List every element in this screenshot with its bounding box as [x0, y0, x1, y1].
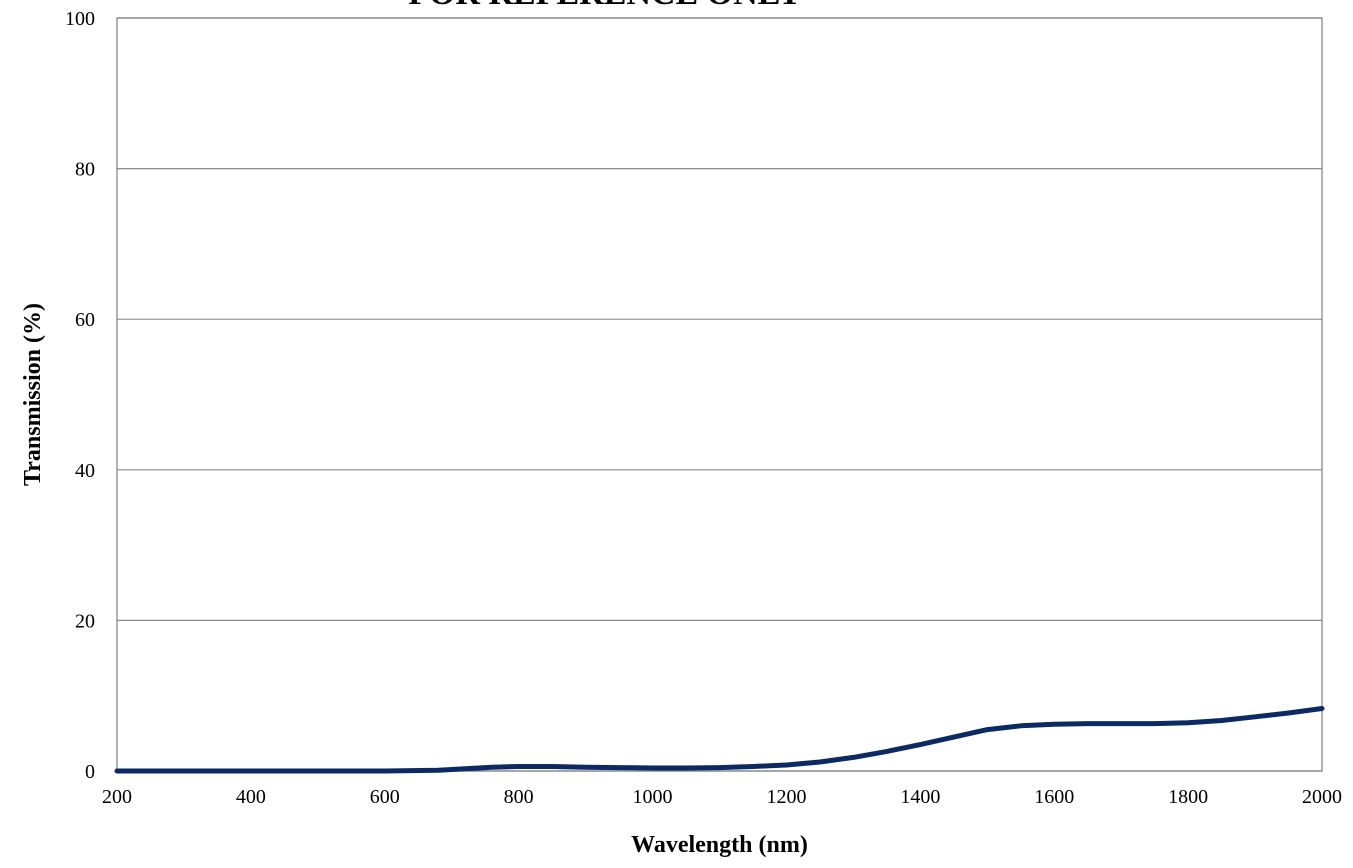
plot-area-frame [116, 17, 1323, 772]
x-tick-label: 1400 [900, 786, 940, 808]
x-axis-title: Wavelength (nm) [631, 832, 808, 858]
y-tick-label: 80 [75, 159, 95, 181]
x-tick-label: 600 [370, 786, 400, 808]
y-tick-label: 0 [85, 761, 95, 783]
x-tick-label: 400 [236, 786, 266, 808]
y-tick-label: 40 [75, 460, 95, 482]
tick-labels: 0 20 40 60 80 100 200 400 600 800 1000 1200 1400 1600… [65, 8, 1342, 808]
x-tick-label: 1600 [1034, 786, 1074, 808]
x-tick-label: 200 [102, 786, 132, 808]
series-line-1 [114, 706, 1325, 774]
series-layer [114, 706, 1325, 774]
x-tick-label: 1200 [766, 786, 806, 808]
y-axis-title: Transmission (%) [20, 303, 46, 486]
y-tick-label: 20 [75, 610, 95, 632]
x-tick-label: 1800 [1168, 786, 1208, 808]
x-tick-label: 800 [504, 786, 534, 808]
y-tick-label: 60 [75, 309, 95, 331]
y-tick-label: 100 [65, 8, 95, 30]
x-tick-label: 2000 [1302, 786, 1342, 808]
x-tick-label: 1000 [633, 786, 673, 808]
chart-title: FOR REFERENCE ONLY [408, 0, 802, 12]
